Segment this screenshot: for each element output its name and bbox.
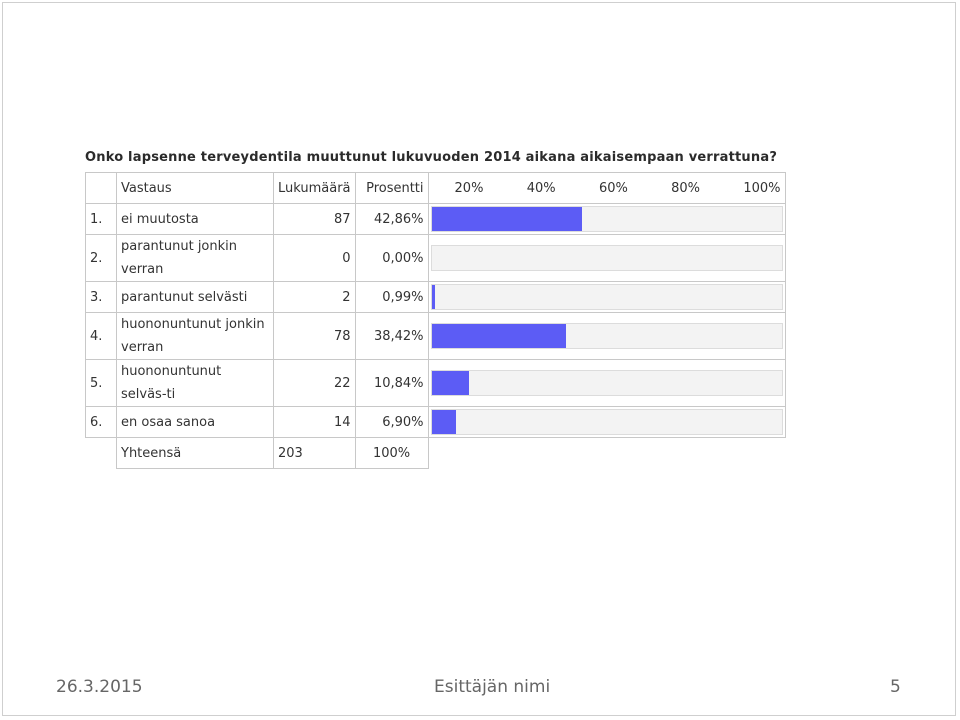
result-row: 5. huononuntunut selväs-ti 22 10,84%: [85, 359, 786, 407]
bar: [431, 207, 582, 231]
row-answer: ei muutosta: [116, 203, 274, 235]
total-count: 203: [273, 437, 356, 469]
result-row: 4. huononuntunut jonkin verran 78 38,42%: [85, 312, 786, 360]
header-scale: 20% 40% 60% 80% 100%: [427, 172, 786, 204]
bar: [431, 410, 456, 434]
row-count: 78: [273, 312, 356, 360]
total-bar-spacer: [428, 438, 785, 469]
row-number: 6.: [85, 406, 117, 438]
bar-track: [430, 284, 783, 310]
bar-track: [430, 370, 783, 396]
row-bar-cell: [427, 359, 786, 407]
bar: [431, 285, 435, 309]
footer-date: 26.3.2015: [56, 677, 143, 697]
row-bar-cell: [427, 312, 786, 360]
bar: [431, 371, 470, 395]
row-number: 5.: [85, 359, 117, 407]
results-table: Vastaus Lukumäärä Prosentti 20% 40% 60% …: [85, 172, 786, 469]
scale-tick: 100%: [743, 180, 781, 196]
footer-page-number: 5: [890, 677, 901, 697]
header-count: Lukumäärä: [273, 172, 356, 204]
result-row: 1. ei muutosta 87 42,86%: [85, 203, 786, 235]
row-count: 14: [273, 406, 356, 438]
row-bar-cell: [427, 203, 786, 235]
header-row: Vastaus Lukumäärä Prosentti 20% 40% 60% …: [85, 172, 786, 204]
scale-tick: 60%: [598, 180, 628, 196]
row-number: 4.: [85, 312, 117, 360]
row-bar-cell: [427, 234, 786, 282]
header-answer: Vastaus: [116, 172, 274, 204]
row-count: 0: [273, 234, 356, 282]
bar-track: [430, 245, 783, 271]
header-percent: Prosentti: [354, 172, 429, 204]
total-spacer: [86, 438, 117, 469]
row-answer: en osaa sanoa: [116, 406, 274, 438]
result-row: 6. en osaa sanoa 14 6,90%: [85, 406, 786, 438]
bar-track: [430, 206, 783, 232]
scale-tick: 80%: [671, 180, 701, 196]
total-row: Yhteensä 203 100%: [86, 437, 786, 469]
total-percent: 100%: [354, 437, 429, 469]
row-answer: huononuntunut jonkin verran: [116, 312, 274, 360]
total-label: Yhteensä: [116, 437, 274, 469]
row-percent: 10,84%: [354, 359, 429, 407]
row-bar-cell: [427, 406, 786, 438]
row-number: 2.: [85, 234, 117, 282]
row-answer: huononuntunut selväs-ti: [116, 359, 274, 407]
row-answer: parantunut jonkin verran: [116, 234, 274, 282]
row-number: 3.: [85, 281, 117, 313]
row-answer: parantunut selvästi: [116, 281, 274, 313]
scale-tick: 40%: [526, 180, 556, 196]
row-count: 22: [273, 359, 356, 407]
question-title: Onko lapsenne terveydentila muuttunut lu…: [85, 150, 778, 165]
bar: [431, 324, 566, 348]
result-row: 2. parantunut jonkin verran 0 0,00%: [85, 234, 786, 282]
bar-track: [430, 409, 783, 435]
row-percent: 0,00%: [354, 234, 429, 282]
row-percent: 42,86%: [354, 203, 429, 235]
bar-track: [430, 323, 783, 349]
row-percent: 38,42%: [354, 312, 429, 360]
row-count: 2: [273, 281, 356, 313]
row-percent: 6,90%: [354, 406, 429, 438]
footer-presenter: Esittäjän nimi: [434, 677, 551, 697]
row-count: 87: [273, 203, 356, 235]
row-bar-cell: [427, 281, 786, 313]
result-row: 3. parantunut selvästi 2 0,99%: [85, 281, 786, 313]
row-number: 1.: [85, 203, 117, 235]
header-num: [85, 172, 117, 204]
row-percent: 0,99%: [354, 281, 429, 313]
scale-tick: 20%: [454, 180, 484, 196]
